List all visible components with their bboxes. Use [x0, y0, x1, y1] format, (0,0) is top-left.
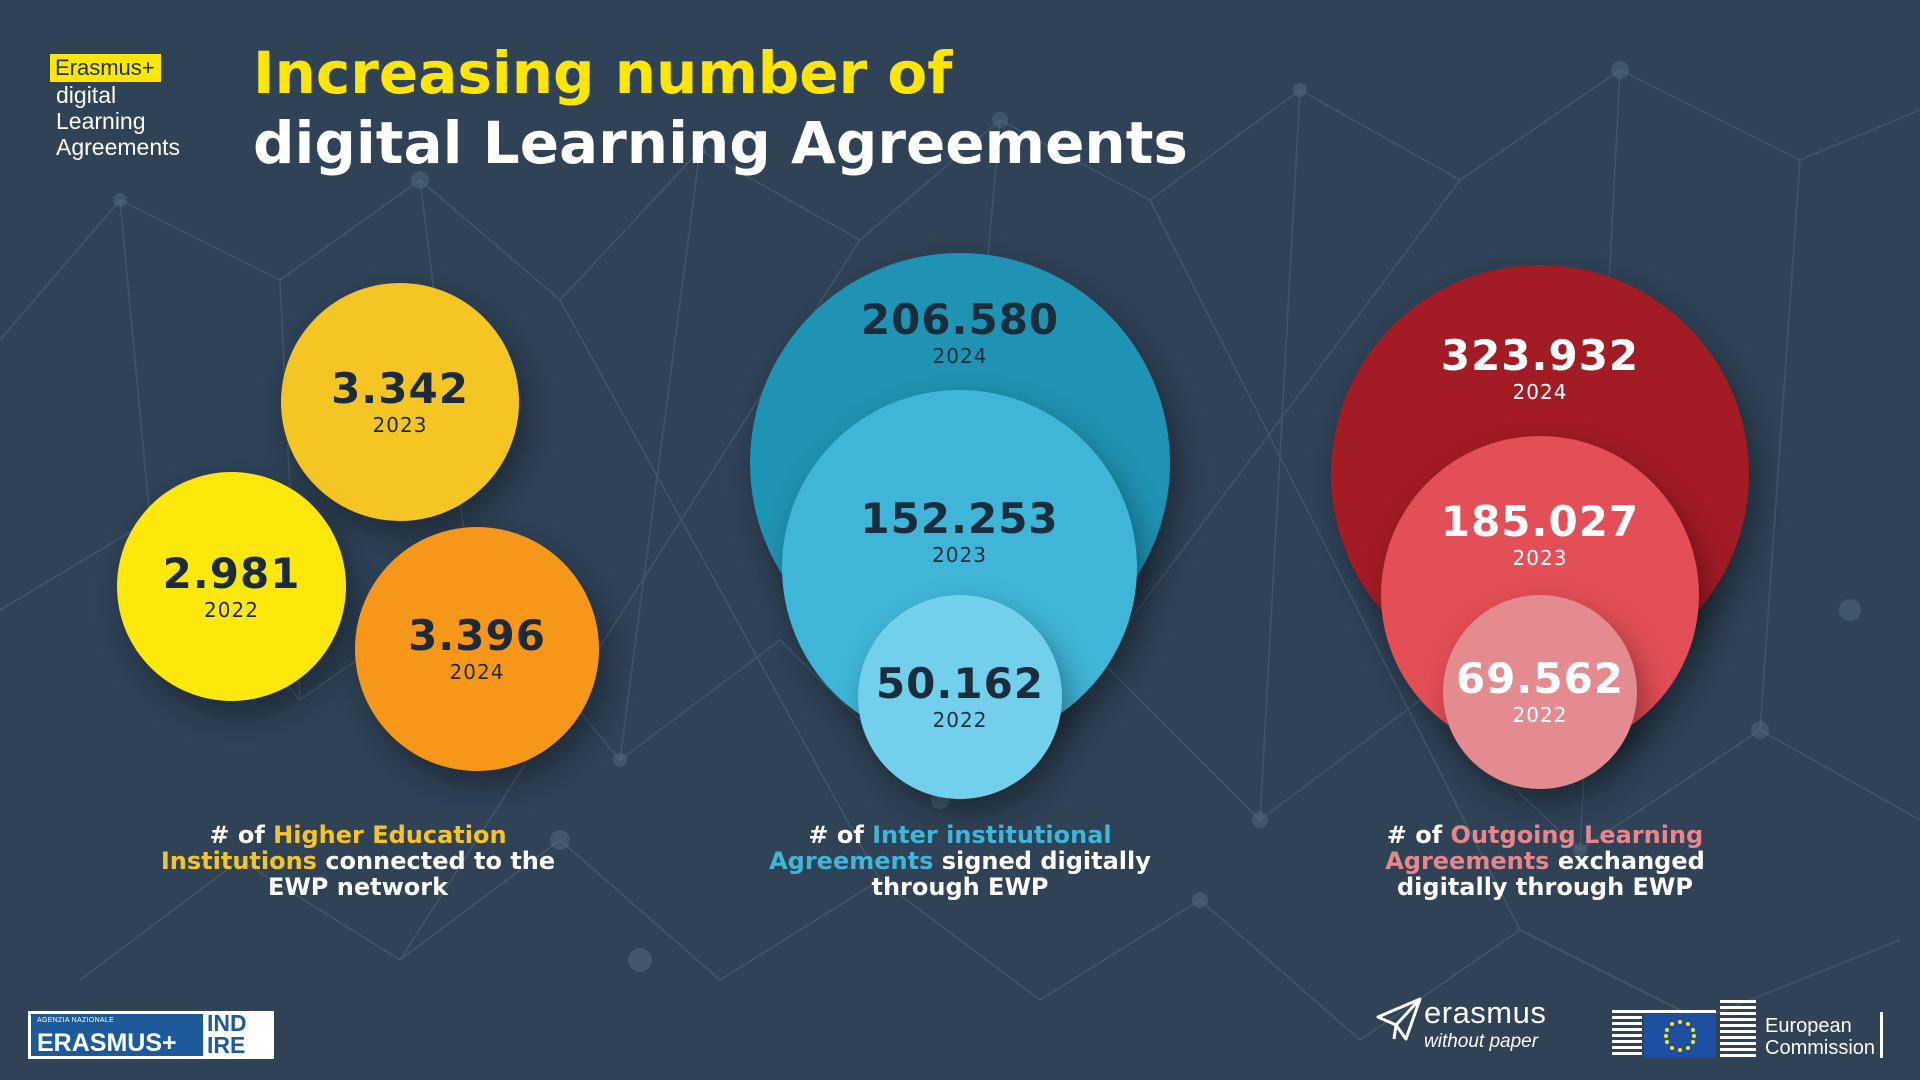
iia-value-2022: 50.162 — [875, 659, 1045, 708]
ola-value-2023: 185.027 — [1440, 497, 1640, 546]
ec-name: European Commission — [1765, 1015, 1875, 1059]
iia-bubble-2022: 50.162 2022 — [858, 595, 1062, 799]
hei-bubble-2024: 3.396 2024 — [355, 527, 599, 771]
paper-plane-icon — [1376, 997, 1422, 1041]
hei-bubble-2022: 2.981 2022 — [117, 472, 346, 701]
hei-caption: # of Higher Education Institutions conne… — [148, 822, 568, 900]
hei-value-2022: 2.981 — [162, 548, 301, 598]
iia-caption-suffix: signed digitally through EWP — [871, 847, 1151, 901]
ola-year-2022: 2022 — [1512, 703, 1568, 727]
hei-caption-highlight: Higher Education Institutions — [160, 821, 507, 875]
ola-caption-suffix: exchanged digitally through EWP — [1397, 847, 1705, 901]
iia-value-2024: 206.580 — [860, 295, 1060, 344]
ola-value-2022: 69.562 — [1455, 654, 1625, 703]
brand-line-1: digital — [56, 82, 117, 108]
ec-name-line-1: European — [1765, 1015, 1852, 1037]
ola-year-2024: 2024 — [1512, 380, 1568, 404]
indire-logo: AGENZIA NAZIONALE ERASMUS+ IND IRE — [28, 1011, 274, 1059]
hei-value-2024: 3.396 — [408, 611, 546, 660]
indire-logo-right: IND IRE — [203, 1011, 274, 1059]
iia-year-2022: 2022 — [932, 708, 988, 732]
page-title: Increasing number of digital Learning Ag… — [253, 38, 1188, 178]
erasmus-plus-badge: Erasmus+ — [50, 54, 161, 82]
european-commission-logo: European Commission — [1610, 980, 1895, 1060]
ec-name-line-2: Commission — [1765, 1037, 1876, 1059]
ola-caption-highlight: Outgoing Learning Agreements — [1385, 821, 1704, 875]
hei-caption-suffix: connected to the EWP network — [267, 847, 556, 901]
iia-caption: # of Inter institutional Agreements sign… — [750, 822, 1170, 900]
iia-value-2023: 152.253 — [860, 494, 1059, 543]
indire-agency-label: AGENZIA NAZIONALE — [37, 1017, 115, 1024]
hei-value-2023: 3.342 — [331, 364, 469, 413]
ewp-subtitle: without paper — [1424, 1031, 1539, 1052]
hei-caption-prefix: # of — [209, 821, 274, 849]
ola-caption: # of Outgoing Learning Agreements exchan… — [1335, 822, 1755, 900]
ec-building-icon — [1612, 1000, 1756, 1057]
iia-year-2023: 2023 — [932, 543, 987, 567]
erasmus-digital-la-logo: Erasmus+ digital Learning Agreements — [50, 54, 180, 160]
hei-year-2024: 2024 — [449, 660, 505, 684]
iia-caption-highlight: Inter institutional Agreements — [769, 821, 1112, 875]
ewp-wordmark: erasmus — [1424, 995, 1547, 1030]
indire-erasmus-label: ERASMUS+ — [37, 1029, 177, 1057]
indire-right-line-2: IRE — [207, 1032, 246, 1058]
title-line-2: digital Learning Agreements — [253, 109, 1188, 177]
indire-logo-left: AGENZIA NAZIONALE ERASMUS+ — [31, 1014, 203, 1057]
ec-divider — [1880, 1012, 1883, 1058]
ola-bubble-2022: 69.562 2022 — [1443, 595, 1637, 789]
erasmus-without-paper-logo: erasmus without paper — [1376, 995, 1556, 1055]
iia-year-2024: 2024 — [932, 344, 988, 368]
iia-caption-prefix: # of — [808, 821, 873, 849]
eu-flag-icon — [1644, 1014, 1716, 1058]
ola-value-2024: 323.932 — [1440, 331, 1640, 380]
brand-line-3: Agreements — [56, 134, 181, 160]
hei-year-2023: 2023 — [372, 413, 428, 437]
ola-caption-prefix: # of — [1386, 821, 1451, 849]
indire-right-line-1: IND — [207, 1010, 247, 1036]
hei-bubble-2023: 3.342 2023 — [281, 283, 519, 521]
title-line-1: Increasing number of — [253, 39, 953, 107]
hei-year-2022: 2022 — [204, 597, 259, 622]
brand-line-2: Learning — [56, 108, 146, 134]
ola-year-2023: 2023 — [1512, 546, 1568, 570]
